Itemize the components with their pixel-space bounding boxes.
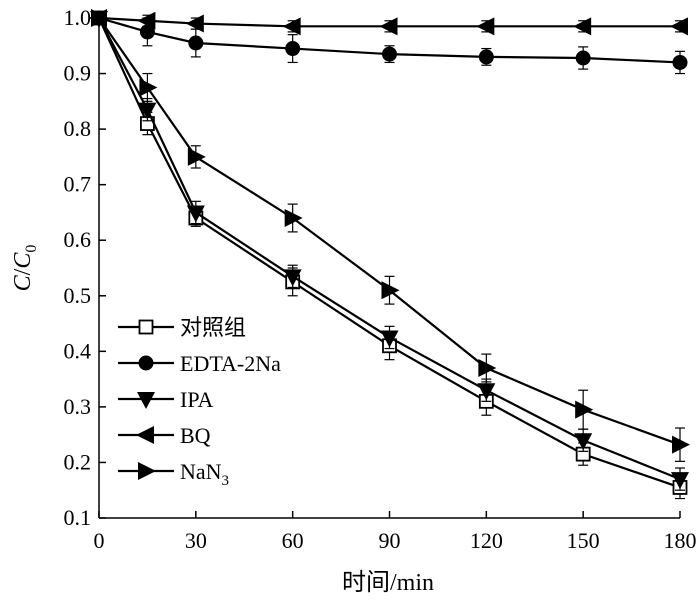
y-tick-label: 0.2	[64, 449, 92, 474]
y-axis-label-denominator: C	[10, 252, 36, 269]
y-tick-label: 0.5	[64, 283, 92, 308]
series-5	[91, 9, 690, 462]
y-tick-label: 0.8	[64, 116, 92, 141]
data-point	[476, 17, 495, 36]
data-point	[139, 24, 155, 40]
data-point	[478, 359, 497, 377]
data-point	[573, 17, 592, 36]
data-point	[478, 49, 494, 65]
legend-marker	[137, 392, 155, 409]
y-tick-label: 0.9	[64, 61, 92, 86]
series-4	[89, 9, 688, 36]
y-tick-label: 1.0	[64, 5, 92, 30]
y-axis-label: C/C0	[10, 245, 40, 292]
data-point	[282, 17, 301, 36]
y-axis-label-subscript: 0	[23, 245, 40, 253]
data-point	[672, 54, 688, 70]
series-line	[98, 17, 681, 446]
data-point	[185, 14, 204, 33]
legend-label: BQ	[180, 423, 211, 448]
legend-label: NaN3	[180, 459, 229, 489]
series-line	[98, 16, 680, 28]
y-tick-label: 0.1	[64, 505, 92, 530]
legend-item: BQ	[118, 423, 211, 448]
legend-label: 对照组	[180, 315, 246, 340]
x-tick-label: 120	[470, 528, 503, 553]
data-point	[380, 330, 399, 348]
legend-label-text: 对照组	[180, 315, 246, 340]
y-axis-label-numerator: C	[10, 274, 36, 291]
data-point	[575, 50, 591, 66]
legend-marker	[138, 462, 156, 480]
x-tick-label: 90	[379, 528, 401, 553]
data-point	[188, 35, 204, 51]
data-point	[671, 472, 689, 490]
legend-label-text: EDTA-2Na	[180, 351, 281, 376]
legend-marker	[138, 355, 154, 371]
legend-item: EDTA-2Na	[118, 351, 281, 376]
y-tick-label: 0.6	[64, 227, 92, 252]
legend: 对照组 EDTA-2Na IPA BQ NaN3	[118, 315, 281, 489]
data-point	[382, 46, 397, 62]
data-point	[91, 9, 109, 27]
x-tick-label: 0	[94, 528, 105, 553]
legend-item: 对照组	[118, 315, 246, 340]
y-tick-label: 0.4	[64, 338, 92, 363]
x-axis-label: 时间/min	[342, 569, 434, 596]
legend-marker	[136, 426, 154, 444]
series-2	[91, 10, 688, 75]
data-point	[138, 102, 157, 120]
x-tick-label: 150	[567, 528, 600, 553]
legend-item: IPA	[118, 387, 214, 412]
x-tick-label: 60	[282, 528, 304, 553]
legend-label-text: NaN	[180, 459, 222, 484]
data-point	[670, 17, 688, 36]
x-tick-label: 30	[185, 528, 207, 553]
series-line	[98, 17, 681, 489]
data-point	[672, 435, 690, 454]
data-point	[379, 17, 398, 36]
data-point	[187, 147, 206, 166]
y-axis-label-sep: /	[10, 268, 36, 275]
legend-item: NaN3	[118, 459, 229, 489]
data-point	[477, 383, 496, 401]
series-line	[98, 17, 681, 481]
data-point	[283, 269, 302, 287]
data-point	[285, 41, 301, 57]
ticks: 0 30 60 90 120 150 180 0.1 0.2 0.3 0.4 0.5 0.6 0.7 0.8…	[64, 5, 697, 553]
x-tick-label: 180	[664, 528, 697, 553]
data-point	[284, 209, 303, 227]
data-point	[574, 433, 593, 451]
legend-label: IPA	[180, 387, 214, 412]
legend-label-subscript: 3	[222, 473, 230, 489]
series-3	[90, 11, 689, 491]
data-point	[137, 11, 156, 30]
series-line	[98, 16, 681, 64]
svg-text:C/C0: C/C0	[10, 245, 40, 292]
data-point	[381, 281, 400, 300]
y-tick-label: 0.7	[64, 172, 92, 197]
legend-marker	[138, 319, 154, 335]
legend-label-text: IPA	[180, 387, 214, 412]
y-tick-label: 0.3	[64, 394, 92, 419]
legend-label-text: BQ	[180, 423, 211, 448]
data-point	[575, 400, 594, 419]
series-group	[89, 9, 690, 500]
legend-label: EDTA-2Na	[180, 351, 281, 376]
data-point	[139, 78, 158, 97]
data-point	[186, 205, 205, 223]
